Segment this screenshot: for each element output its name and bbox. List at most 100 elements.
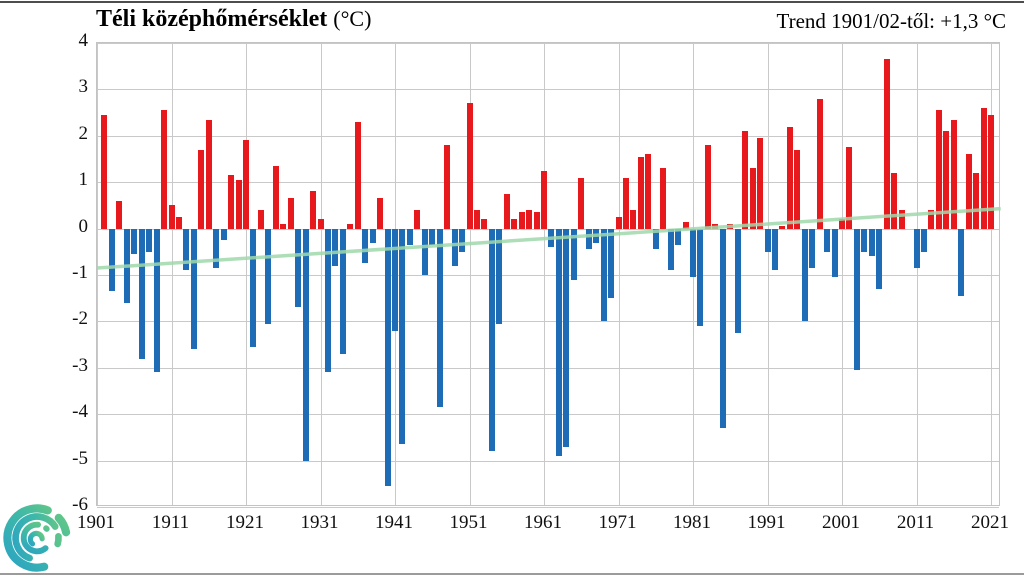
bar-1950 xyxy=(459,228,466,252)
gridline-x-2001 xyxy=(842,43,843,505)
bar-1964 xyxy=(563,228,570,447)
x-tick-label-1911: 1911 xyxy=(151,512,190,533)
bar-1916 xyxy=(205,119,212,229)
gridline-y--4 xyxy=(97,414,999,416)
y-tick-label-0: 0 xyxy=(78,215,89,237)
bar-1920 xyxy=(235,179,242,229)
bar-1915 xyxy=(198,149,205,229)
bar-1917 xyxy=(213,228,220,269)
y-tick-label-4: 4 xyxy=(78,30,89,51)
bar-1918 xyxy=(220,228,227,241)
bar-1906 xyxy=(131,228,138,255)
bar-1914 xyxy=(190,228,197,350)
y-tick-label--5: -5 xyxy=(72,447,88,469)
y-tick-label--1: -1 xyxy=(72,262,88,283)
chart-title: Téli középhőmérséklet (°C) xyxy=(96,6,371,33)
bar-1947 xyxy=(436,228,443,408)
bar-1930 xyxy=(310,191,317,229)
bar-1954 xyxy=(488,228,495,452)
bar-1932 xyxy=(324,228,331,373)
bar-1997 xyxy=(809,228,816,269)
gridline-y--5 xyxy=(97,460,999,462)
bar-1922 xyxy=(250,228,257,347)
gridline-y-0 xyxy=(97,228,999,230)
gridline-x-2021 xyxy=(991,43,992,505)
gridline-x-1921 xyxy=(246,43,247,505)
x-tick-label-2001: 2001 xyxy=(822,512,860,533)
gridline-y-2 xyxy=(97,135,999,137)
gridline-x-1911 xyxy=(171,43,173,505)
bar-1977 xyxy=(660,168,667,229)
bar-2017 xyxy=(958,228,965,296)
bar-1946 xyxy=(429,228,436,245)
bar-2005 xyxy=(868,228,875,257)
bar-2007 xyxy=(883,59,890,229)
bar-1983 xyxy=(704,145,711,229)
swirl-logo xyxy=(3,504,71,572)
bar-1980 xyxy=(682,221,689,229)
bar-1985 xyxy=(719,228,726,429)
x-tick-label-1971: 1971 xyxy=(598,512,637,533)
bar-1993 xyxy=(779,226,786,229)
gridline-x-1931 xyxy=(320,43,322,505)
bar-1940 xyxy=(384,228,391,487)
bar-1903 xyxy=(108,228,115,292)
bar-1981 xyxy=(690,228,696,278)
x-tick-label-1901: 1901 xyxy=(77,512,115,533)
gridline-y-3 xyxy=(97,89,999,91)
bar-1956 xyxy=(503,193,510,229)
bar-1907 xyxy=(138,228,145,359)
bar-1919 xyxy=(228,175,235,229)
bar-1952 xyxy=(473,210,480,229)
bar-1978 xyxy=(667,228,674,271)
bar-1970 xyxy=(608,228,615,299)
bar-1971 xyxy=(615,217,622,229)
bar-1963 xyxy=(555,228,562,456)
bar-1925 xyxy=(272,165,279,229)
bar-1979 xyxy=(675,228,682,245)
gridline-x-1961 xyxy=(544,43,545,505)
bar-2014 xyxy=(935,110,942,229)
bar-1949 xyxy=(451,228,458,266)
bar-1942 xyxy=(399,228,406,445)
bar-1961 xyxy=(541,170,547,229)
x-tick-label-1941: 1941 xyxy=(375,512,413,533)
bar-2004 xyxy=(861,228,868,252)
bar-1926 xyxy=(280,223,287,229)
x-tick-label-1931: 1931 xyxy=(300,512,339,533)
bar-1943 xyxy=(406,228,413,245)
y-tick-label--3: -3 xyxy=(72,354,88,376)
bar-1959 xyxy=(526,210,533,229)
gridline-x-1951 xyxy=(469,43,471,505)
bar-2008 xyxy=(891,172,898,229)
chart-title-unit: (°C) xyxy=(333,6,372,31)
bar-1972 xyxy=(622,177,629,229)
bar-1938 xyxy=(369,228,376,243)
x-tick-label-1961: 1961 xyxy=(524,512,562,533)
bar-1960 xyxy=(533,212,540,229)
bar-1935 xyxy=(347,223,354,229)
bar-1951 xyxy=(466,103,473,229)
bar-2020 xyxy=(980,107,987,229)
y-tick-label-1: 1 xyxy=(78,169,89,191)
gridline-x-1971 xyxy=(618,43,620,505)
bar-1958 xyxy=(518,212,525,229)
bar-1973 xyxy=(630,210,637,229)
bar-2021 xyxy=(988,114,994,229)
y-tick-label--2: -2 xyxy=(72,308,88,330)
y-tick-label--4: -4 xyxy=(72,401,88,423)
trend-line xyxy=(96,206,1001,270)
bar-2018 xyxy=(965,154,972,229)
bar-1909 xyxy=(153,228,160,373)
bar-1902 xyxy=(101,114,108,229)
bar-1934 xyxy=(339,228,346,354)
bar-2013 xyxy=(928,210,935,229)
bar-1908 xyxy=(146,228,153,252)
y-tick-label-2: 2 xyxy=(78,122,89,144)
bar-1965 xyxy=(570,228,577,280)
bottom-divider-line xyxy=(0,573,1024,575)
bar-2009 xyxy=(898,210,905,229)
bar-1953 xyxy=(481,219,488,229)
bar-1974 xyxy=(637,156,644,229)
bar-1948 xyxy=(444,145,451,229)
